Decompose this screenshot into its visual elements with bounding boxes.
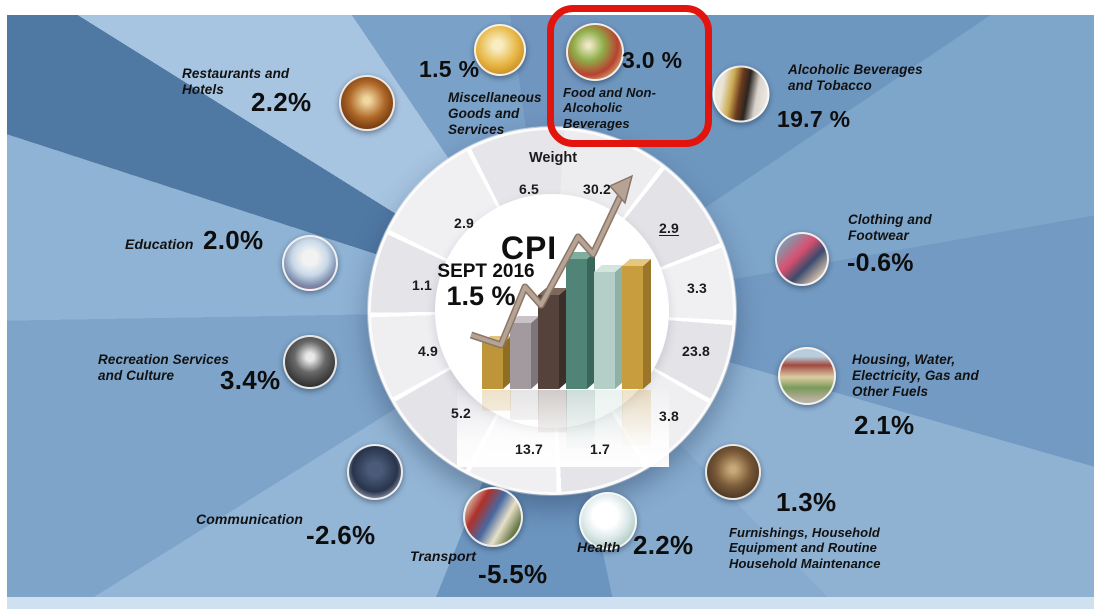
trend-bar xyxy=(594,272,615,389)
category-rate: 3.4% xyxy=(220,365,281,395)
category-rate: -2.6% xyxy=(306,520,376,550)
weight-value: 5.2 xyxy=(450,405,472,421)
category-rate: 1.5 % xyxy=(419,56,480,82)
category-rate: 19.7 % xyxy=(777,106,851,132)
trend-bar-top xyxy=(510,316,539,323)
trend-chart xyxy=(457,174,669,467)
category-label: Furnishings, Household Equipment and Rou… xyxy=(729,525,881,571)
category-rate: 2.0% xyxy=(203,225,264,255)
trend-arrow xyxy=(470,196,622,347)
trend-bar-side xyxy=(503,336,511,389)
category-label: Communication xyxy=(196,511,304,527)
weight-value: 3.8 xyxy=(658,408,680,424)
weight-value: 2.9 xyxy=(658,220,680,236)
category-rate: 3.0 % xyxy=(622,47,683,73)
weight-value: 4.9 xyxy=(417,343,439,359)
furnishings-icon xyxy=(705,444,761,500)
category-rate: 2.1% xyxy=(854,410,915,440)
trend-bar xyxy=(538,295,559,389)
category-label: Transport xyxy=(410,548,476,564)
weight-value: 6.5 xyxy=(518,181,540,197)
alcohol-tobacco-icon xyxy=(712,65,770,123)
category-label: Food and Non-Alcoholic Beverages xyxy=(563,85,656,131)
weight-value: 2.9 xyxy=(453,215,475,231)
category-rate: 1.3% xyxy=(776,487,837,517)
trend-bar xyxy=(510,323,531,389)
misc-goods-icon xyxy=(474,24,526,76)
category-rate: 2.2% xyxy=(633,530,694,560)
category-label: Restaurants and Hotels xyxy=(182,66,290,97)
trend-bar-side xyxy=(531,316,539,389)
cpi-title: CPI xyxy=(500,230,558,266)
highlight-box xyxy=(547,5,712,147)
reflection-fade xyxy=(457,389,669,467)
cpi-period: SEPT 2016 xyxy=(437,261,535,282)
category-rate: 2.2% xyxy=(251,87,312,117)
bottom-band xyxy=(7,597,1094,609)
weight-value: 1.1 xyxy=(411,277,433,293)
restaurants-hotels-icon xyxy=(339,75,395,131)
trend-bar-side xyxy=(559,288,567,389)
category-rate: -5.5% xyxy=(478,559,548,589)
health-icon xyxy=(579,492,637,550)
trend-bar-top xyxy=(566,252,595,259)
category-label: Education xyxy=(125,236,194,252)
communication-icon xyxy=(347,444,403,500)
trend-bar xyxy=(622,266,643,389)
trend-bar-top xyxy=(594,265,623,272)
transport-icon xyxy=(463,487,523,547)
trend-bar xyxy=(566,259,587,389)
category-label: Clothing and Footwear xyxy=(848,212,932,243)
category-rate: -0.6% xyxy=(847,249,914,277)
trend-bar xyxy=(482,343,503,389)
category-label: Recreation Services and Culture xyxy=(98,352,229,383)
weight-column-header: Weight xyxy=(528,150,578,166)
cpi-overall-value: 1.5 % xyxy=(446,281,516,311)
trend-arrow-head xyxy=(608,174,634,205)
clothing-icon xyxy=(775,232,829,286)
education-icon xyxy=(282,235,338,291)
food-icon xyxy=(566,23,624,81)
weight-value: 30.2 xyxy=(582,181,612,197)
weight-value: 13.7 xyxy=(514,441,544,457)
trend-bar-top xyxy=(622,259,651,266)
recreation-icon xyxy=(283,335,337,389)
category-label: Miscellaneous Goods and Services xyxy=(448,90,542,137)
housing-icon xyxy=(778,347,836,405)
weight-value: 1.7 xyxy=(589,441,611,457)
trend-bar-side xyxy=(615,265,623,389)
category-label: Health xyxy=(577,539,621,555)
category-label: Alcoholic Beverages and Tobacco xyxy=(788,62,923,93)
trend-bar-side xyxy=(587,252,595,389)
trend-bar-side xyxy=(643,259,651,389)
weight-value: 3.3 xyxy=(686,280,708,296)
category-label: Housing, Water, Electricity, Gas and Oth… xyxy=(852,352,979,399)
weight-value: 23.8 xyxy=(681,343,711,359)
